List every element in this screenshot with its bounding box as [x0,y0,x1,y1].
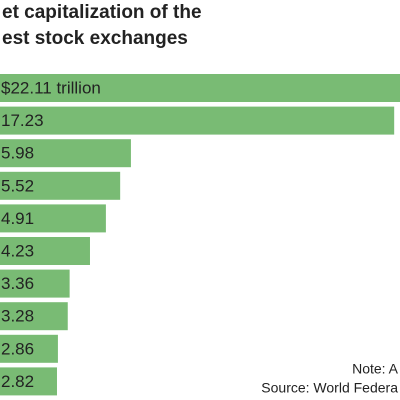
bar [0,106,395,135]
value-label: 2.86 [1,339,34,358]
bar [0,171,121,200]
chart-title: et capitalization of the [2,2,202,23]
value-label: 5.98 [1,144,34,163]
bar [0,367,57,396]
value-label: 5.52 [1,176,34,195]
bar [0,334,58,363]
bar [0,139,131,168]
chart-title: est stock exchanges [2,28,188,49]
bar [0,269,70,298]
bar [0,237,90,265]
value-label: 3.36 [1,274,34,293]
source: Source: World Federa [261,380,398,396]
value-label: 17.23 [1,111,44,130]
value-label: 4.23 [1,241,34,260]
value-label: 3.28 [1,307,34,326]
value-label: 4.91 [1,209,34,228]
value-label: 2.82 [1,372,34,391]
note: Note: A [352,361,399,377]
bar [0,204,106,233]
bar [0,302,68,331]
bar [0,74,400,102]
value-label: $22.11 trillion [1,78,101,97]
